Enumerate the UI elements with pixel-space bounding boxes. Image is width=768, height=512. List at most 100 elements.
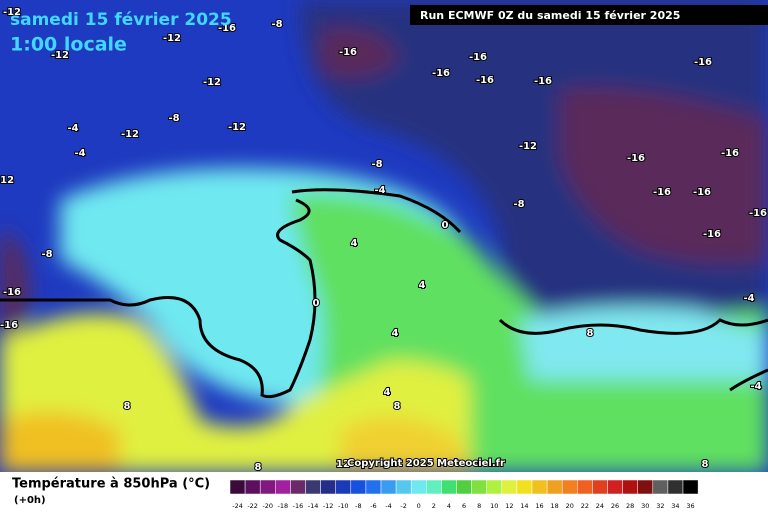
contour-label: 8 — [702, 459, 709, 470]
scale-tick-label: 20 — [566, 502, 574, 510]
scale-tick-label: -24 — [232, 502, 243, 510]
scale-tick-label: -6 — [370, 502, 376, 510]
color-swatch — [577, 479, 593, 495]
scale-tick-label: 4 — [447, 502, 451, 510]
color-swatch — [637, 479, 654, 495]
contour-label: 12 — [336, 459, 350, 470]
contour-label: -12 — [3, 7, 21, 18]
scale-tick-label: 12 — [505, 502, 513, 510]
scale-tick-label: -8 — [355, 502, 361, 510]
scale-tick-label: 32 — [656, 502, 664, 510]
contour-label: -4 — [750, 381, 761, 392]
contour-label: -16 — [694, 57, 712, 68]
contour-label: 0 — [313, 298, 320, 309]
legend-title: Température à 850hPa (°C) — [12, 477, 210, 492]
color-swatch — [471, 479, 487, 495]
scale-tick-label: 10 — [490, 502, 498, 510]
scale-tick-label: 28 — [626, 502, 634, 510]
color-swatch — [441, 479, 457, 495]
contour-label: -4 — [67, 123, 78, 134]
color-swatch — [229, 479, 246, 495]
scale-tick-label: 2 — [432, 502, 436, 510]
contour-label: 8 — [394, 401, 401, 412]
contour-label: -8 — [168, 113, 179, 124]
color-swatch — [531, 479, 548, 495]
color-swatch — [622, 479, 638, 495]
contour-label: -16 — [703, 229, 721, 240]
contour-label: -12 — [0, 175, 14, 186]
scale-tick-label: -14 — [308, 502, 319, 510]
contour-label: -12 — [51, 50, 69, 61]
color-swatch — [426, 479, 442, 495]
scale-tick-label: 36 — [686, 502, 694, 510]
color-swatch — [607, 479, 623, 495]
contour-label: 4 — [351, 238, 358, 249]
scale-tick-label: -16 — [293, 502, 304, 510]
scale-tick-label: -18 — [278, 502, 289, 510]
contour-label: -8 — [41, 249, 52, 260]
color-swatch — [682, 479, 699, 495]
color-swatch — [335, 479, 352, 495]
contour-label: 8 — [124, 401, 131, 412]
scale-tick-label: 34 — [671, 502, 679, 510]
color-swatch — [290, 479, 306, 495]
scale-tick-label: -12 — [323, 502, 334, 510]
color-swatch — [501, 479, 518, 495]
scale-tick-label: -22 — [247, 502, 258, 510]
copyright: Copyright 2025 Meteociel.fr — [347, 458, 505, 469]
scale-tick-label: -4 — [385, 502, 391, 510]
scale-tick-label: 22 — [581, 502, 589, 510]
contour-label: -4 — [743, 293, 754, 304]
contour-label: -16 — [534, 76, 552, 87]
contour-label: 4 — [384, 387, 391, 398]
scale-tick-label: 14 — [520, 502, 528, 510]
scale-tick-label: 26 — [611, 502, 619, 510]
contour-label: -16 — [627, 153, 645, 164]
contour-label: -8 — [271, 19, 282, 30]
color-swatch — [259, 479, 276, 495]
map-title: samedi 15 février 2025 — [10, 10, 232, 30]
contour-label: -12 — [163, 33, 181, 44]
color-swatch — [546, 479, 563, 495]
local-time: 1:00 locale — [10, 34, 127, 56]
contour-label: -4 — [374, 185, 385, 196]
scale-tick-label: 30 — [641, 502, 649, 510]
contour-label: -12 — [228, 122, 246, 133]
color-swatch — [350, 479, 367, 495]
color-swatch — [275, 479, 291, 495]
color-swatch — [244, 479, 261, 495]
contour-label: 4 — [419, 280, 426, 291]
contour-label: -16 — [653, 187, 671, 198]
contour-label: 4 — [392, 328, 399, 339]
scale-tick-label: 8 — [477, 502, 481, 510]
scale-tick-label: -10 — [338, 502, 349, 510]
contour-label: -16 — [476, 75, 494, 86]
contour-label: -16 — [3, 287, 21, 298]
contour-label: -16 — [749, 208, 767, 219]
contour-label: -16 — [218, 23, 236, 34]
contour-label: -12 — [203, 77, 221, 88]
scale-tick-label: 0 — [417, 502, 421, 510]
color-swatch — [561, 479, 578, 495]
run-info: Run ECMWF 0Z du samedi 15 février 2025 — [420, 9, 680, 22]
contour-label: -16 — [469, 52, 487, 63]
color-swatch — [380, 479, 397, 495]
color-swatch — [320, 479, 336, 495]
contour-label: 0 — [442, 220, 449, 231]
contour-label: -16 — [432, 68, 450, 79]
scale-tick-label: 18 — [551, 502, 559, 510]
contour-label: -16 — [339, 47, 357, 58]
scale-tick-label: 16 — [535, 502, 543, 510]
color-swatch — [365, 479, 382, 495]
color-swatch — [516, 479, 533, 495]
color-swatch — [305, 479, 321, 495]
contour-label: 8 — [255, 462, 262, 473]
contour-label: -16 — [721, 148, 739, 159]
scale-tick-label: -20 — [262, 502, 273, 510]
color-swatch — [592, 479, 608, 495]
color-swatch — [410, 479, 427, 495]
contour-label: -16 — [693, 187, 711, 198]
scale-tick-label: 6 — [462, 502, 466, 510]
